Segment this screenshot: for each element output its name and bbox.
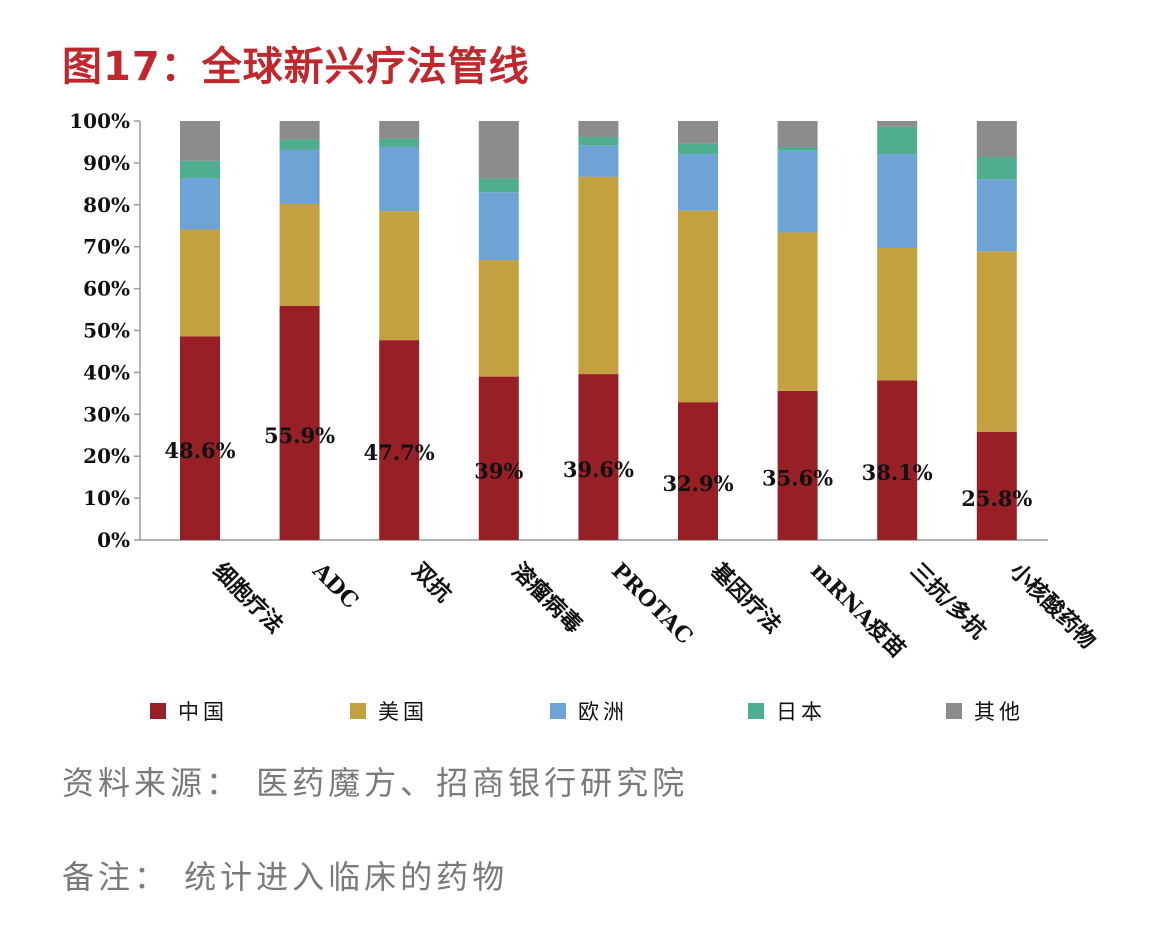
x-tick-label: 双抗 <box>407 558 457 608</box>
data-label: 39.6% <box>563 457 634 482</box>
y-tick-label: 0% <box>97 528 130 552</box>
y-tick-label: 100% <box>69 109 130 133</box>
y-tick-label: 20% <box>83 444 130 468</box>
x-tick-label: PROTAC <box>606 558 698 650</box>
bar-segment-japan <box>379 138 420 147</box>
bar-segment-japan <box>777 146 818 151</box>
bar-segment-japan <box>976 157 1017 180</box>
x-tick-label: 溶瘤病毒 <box>507 558 588 639</box>
bar-segment-other <box>379 121 420 139</box>
bar-segment-other <box>678 121 718 144</box>
y-tick-label: 50% <box>83 319 130 343</box>
remark-note: 备注： 统计进入临床的药物 <box>62 858 509 896</box>
bar-segment-other <box>180 121 220 161</box>
bar-segment-europe <box>578 145 619 177</box>
x-tick-label: mRNA疫苗 <box>805 558 910 663</box>
bar-segment-usa <box>578 176 619 375</box>
bar-segment-japan <box>478 178 519 193</box>
legend-swatch <box>946 703 962 719</box>
data-label: 39% <box>474 458 523 483</box>
data-label: 25.8% <box>961 486 1032 511</box>
bar-segment-china <box>379 340 420 540</box>
bar-segment-europe <box>777 150 818 233</box>
x-tick-label: ADC <box>307 557 364 614</box>
bar-segment-china <box>478 376 519 540</box>
bar-segment-other <box>578 121 619 137</box>
data-label: 48.6% <box>164 438 235 463</box>
bar-segment-europe <box>478 192 519 261</box>
y-tick-label: 30% <box>83 402 130 426</box>
bar-segment-europe <box>678 154 718 211</box>
legend-label: 日本 <box>776 700 826 724</box>
bar-segment-usa <box>678 210 718 403</box>
bar-segment-other <box>976 121 1017 158</box>
source-note: 资料来源： 医药魔方、招商银行研究院 <box>62 764 689 802</box>
legend-label: 美国 <box>378 700 428 724</box>
bar-segment-china <box>976 431 1017 540</box>
y-tick-label: 70% <box>83 235 130 259</box>
bar-segment-japan <box>877 126 918 155</box>
stacked-bar-chart: 0% 10% 20% 30% 40% 50% 60% 70% 80% 90% 100% 48.6% 细胞… <box>69 109 1101 724</box>
legend-swatch <box>550 703 566 719</box>
bar-segment-usa <box>877 247 918 381</box>
data-label: 55.9% <box>264 423 335 448</box>
bar-segment-china <box>777 390 818 540</box>
bar-segment-japan <box>578 136 619 146</box>
bar-segment-other <box>777 121 818 147</box>
bar-segment-europe <box>379 146 420 212</box>
y-tick-label: 40% <box>83 360 130 384</box>
bar-segment-europe <box>279 149 320 204</box>
bar-segment-usa <box>279 203 320 306</box>
legend-label: 欧洲 <box>578 700 628 724</box>
data-label: 38.1% <box>862 460 933 485</box>
x-tick-label: 基因疗法 <box>706 558 787 639</box>
bar-segment-china <box>578 374 619 540</box>
bar-segment-japan <box>279 139 320 150</box>
data-label: 47.7% <box>364 440 435 465</box>
bar-segment-usa <box>478 260 519 377</box>
bar-segment-europe <box>180 177 220 230</box>
bar-segment-china <box>180 336 220 540</box>
legend-label: 其他 <box>974 700 1024 724</box>
bar-segment-japan <box>678 143 718 155</box>
bar-segment-china <box>279 305 320 540</box>
x-tick-label: 细胞疗法 <box>208 558 289 639</box>
bar-segment-usa <box>180 229 220 337</box>
bar-segment-other <box>279 121 320 140</box>
bar-segment-europe <box>877 154 918 248</box>
bar-segment-usa <box>777 232 818 391</box>
data-label: 35.6% <box>762 465 833 490</box>
bar-segment-usa <box>379 211 420 341</box>
bar-segment-other <box>478 121 519 179</box>
data-label: 32.9% <box>662 471 733 496</box>
legend-swatch <box>748 703 764 719</box>
y-tick-label: 90% <box>83 151 130 175</box>
legend-label: 中国 <box>178 700 228 724</box>
bar-segment-china <box>678 402 718 540</box>
legend-swatch <box>150 703 166 719</box>
chart-title: 图17：全球新兴疗法管线 <box>62 44 530 90</box>
x-tick-label: 小核酸药物 <box>1005 558 1101 654</box>
y-tick-label: 80% <box>83 193 130 217</box>
x-tick-label: 三抗/多抗 <box>905 558 991 644</box>
legend-swatch <box>350 703 366 719</box>
y-tick-label: 60% <box>83 277 130 301</box>
y-tick-label: 10% <box>83 486 130 510</box>
bar-segment-china <box>877 380 918 540</box>
bar-segment-other <box>877 121 918 127</box>
bar-segment-japan <box>180 160 220 178</box>
bar-segment-usa <box>976 251 1017 432</box>
bar-segment-europe <box>976 179 1017 252</box>
